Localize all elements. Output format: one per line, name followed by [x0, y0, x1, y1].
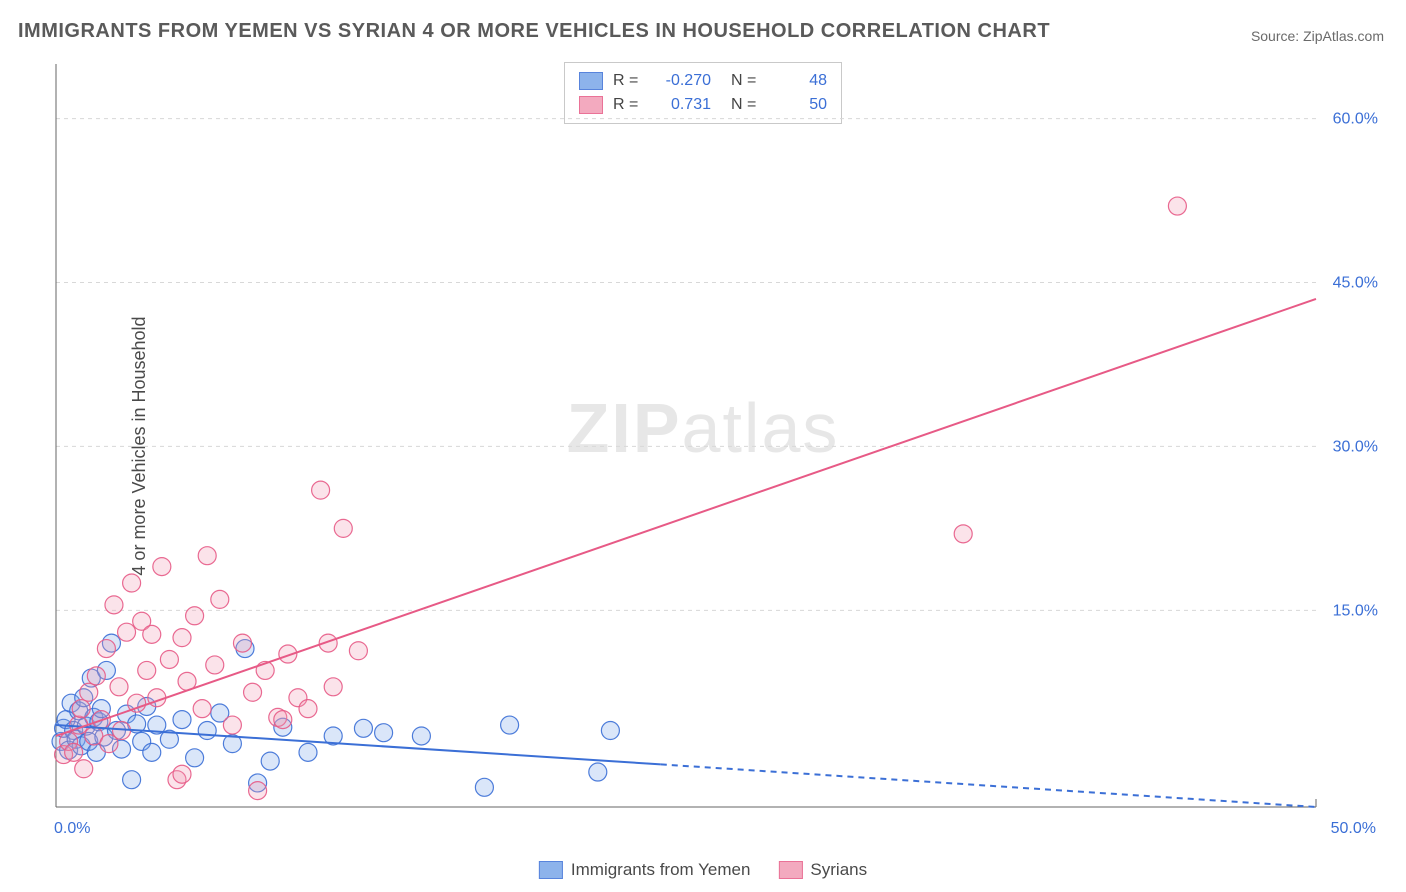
svg-text:60.0%: 60.0% — [1333, 111, 1378, 128]
plot-area: 15.0% 30.0% 45.0% 60.0% 0.0% 50.0% — [50, 60, 1386, 837]
svg-text:45.0%: 45.0% — [1333, 275, 1378, 292]
legend-label-yemen: Immigrants from Yemen — [571, 860, 751, 880]
svg-text:30.0%: 30.0% — [1333, 438, 1378, 455]
svg-text:15.0%: 15.0% — [1333, 602, 1378, 619]
legend-label-syrians: Syrians — [810, 860, 867, 880]
source-link[interactable]: ZipAtlas.com — [1303, 28, 1384, 44]
source-attribution: Source: ZipAtlas.com — [1251, 28, 1384, 44]
scatter-plot-svg: 15.0% 30.0% 45.0% 60.0% 0.0% 50.0% — [50, 60, 1386, 837]
chart-title: IMMIGRANTS FROM YEMEN VS SYRIAN 4 OR MOR… — [18, 20, 1050, 43]
swatch-icon — [539, 861, 563, 879]
svg-text:50.0%: 50.0% — [1331, 820, 1376, 837]
svg-text:0.0%: 0.0% — [54, 820, 90, 837]
series-legend: Immigrants from Yemen Syrians — [539, 860, 867, 880]
legend-item-yemen: Immigrants from Yemen — [539, 860, 751, 880]
swatch-icon — [778, 861, 802, 879]
legend-item-syrians: Syrians — [778, 860, 867, 880]
source-prefix: Source: — [1251, 28, 1303, 44]
